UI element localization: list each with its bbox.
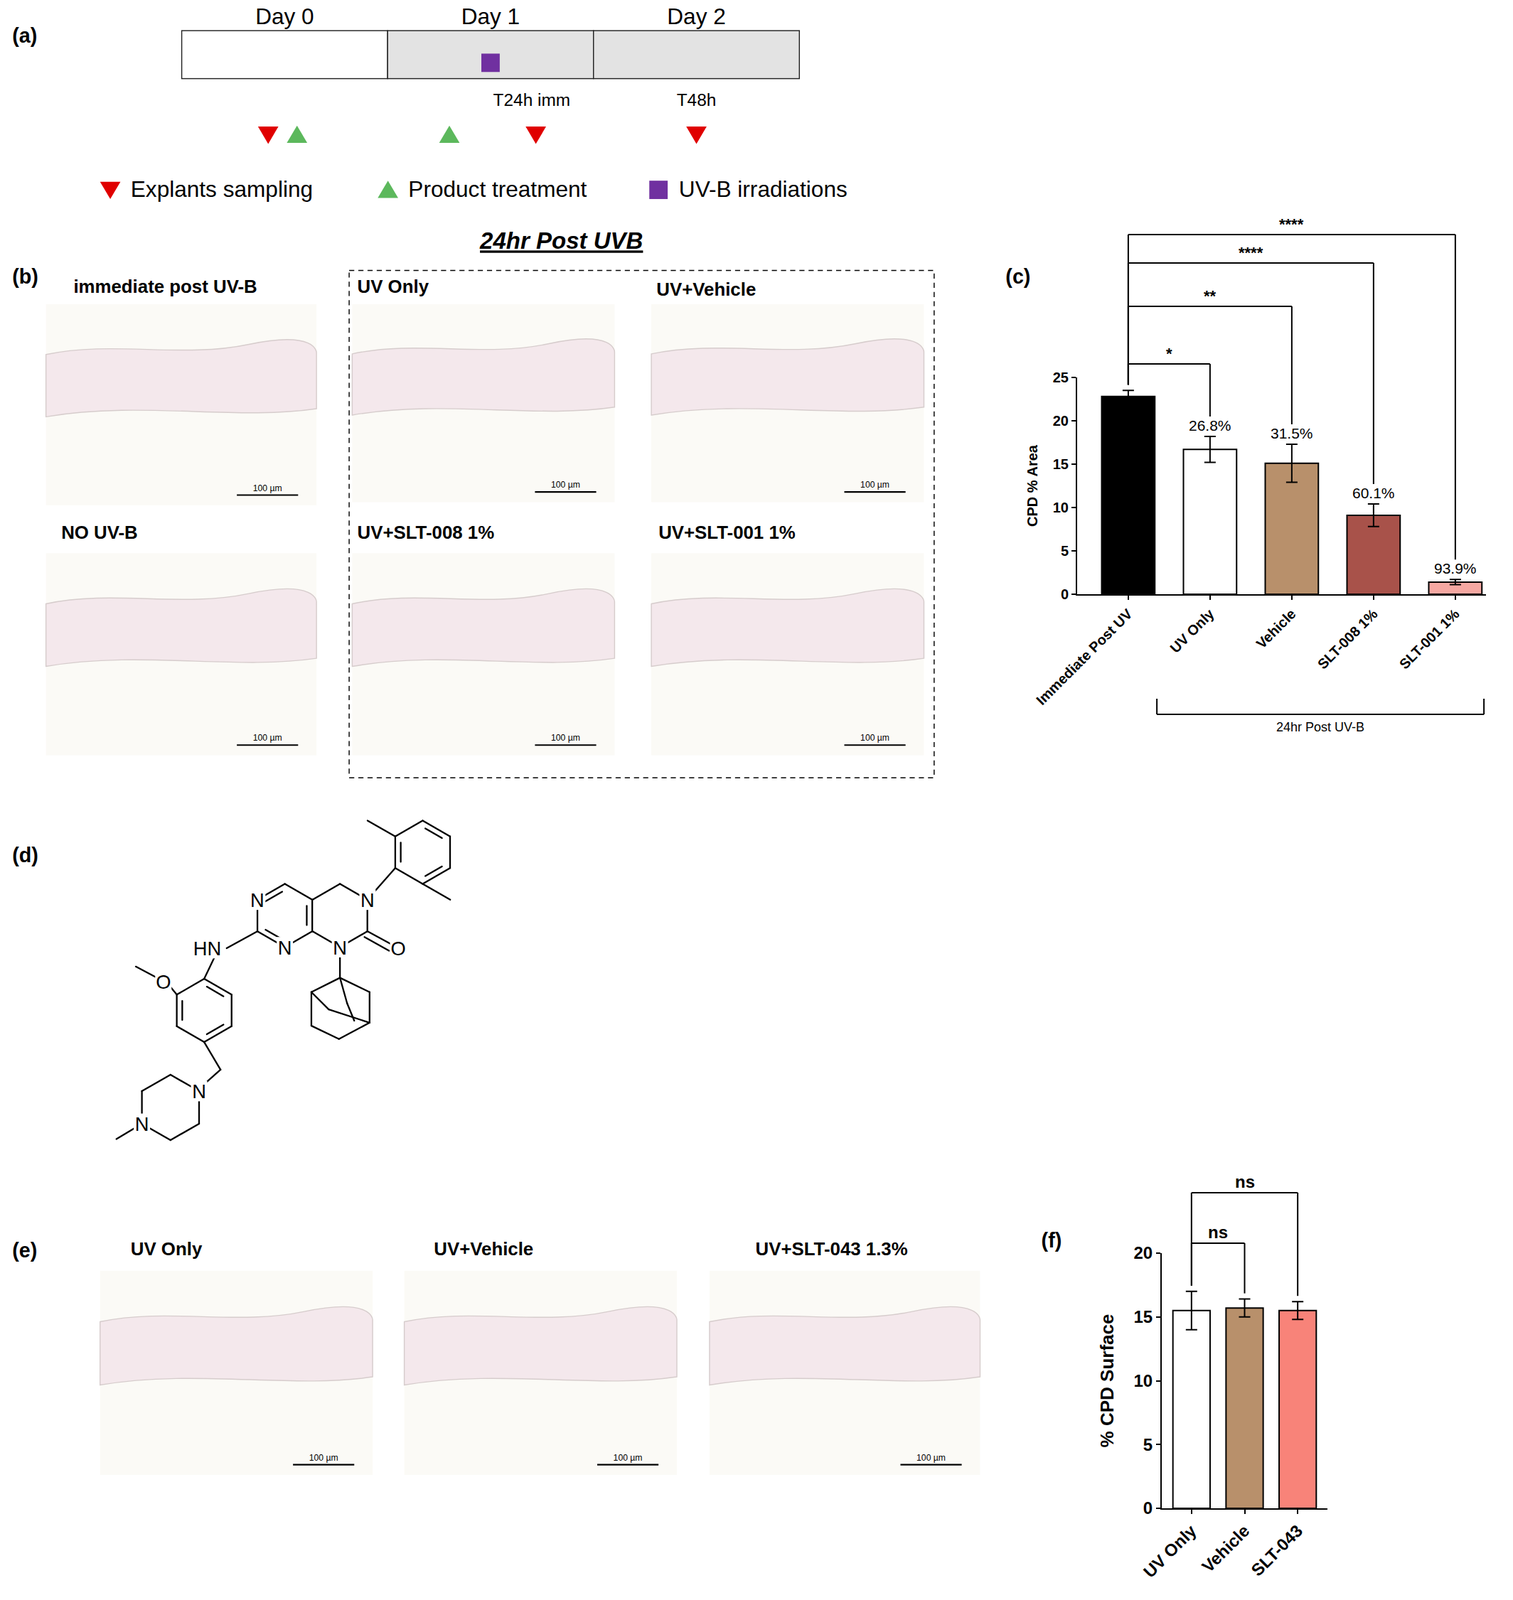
svg-text:**: ** bbox=[1203, 287, 1217, 306]
svg-text:****: **** bbox=[1238, 243, 1264, 262]
svg-text:UV+SLT-008 1%: UV+SLT-008 1% bbox=[357, 522, 495, 543]
svg-text:UV Only: UV Only bbox=[1139, 1520, 1201, 1582]
svg-text:26.8%: 26.8% bbox=[1188, 417, 1232, 434]
svg-text:NO UV-B: NO UV-B bbox=[61, 522, 138, 543]
svg-text:5: 5 bbox=[1060, 543, 1069, 559]
svg-text:Product treatment: Product treatment bbox=[408, 176, 587, 202]
svg-text:15: 15 bbox=[1133, 1307, 1153, 1327]
svg-text:ns: ns bbox=[1207, 1222, 1228, 1243]
svg-text:Vehicle: Vehicle bbox=[1198, 1521, 1254, 1577]
svg-text:(a): (a) bbox=[12, 24, 37, 47]
svg-text:N: N bbox=[250, 889, 265, 912]
svg-text:N: N bbox=[360, 889, 375, 912]
svg-text:UV+Vehicle: UV+Vehicle bbox=[656, 279, 756, 300]
svg-text:(d): (d) bbox=[12, 843, 39, 867]
svg-text:100 µm: 100 µm bbox=[551, 479, 581, 490]
svg-text:*: * bbox=[1166, 344, 1173, 363]
svg-text:20: 20 bbox=[1133, 1243, 1153, 1263]
svg-text:31.5%: 31.5% bbox=[1270, 425, 1314, 442]
svg-text:100 µm: 100 µm bbox=[916, 1453, 946, 1464]
svg-text:UV+Vehicle: UV+Vehicle bbox=[433, 1239, 534, 1260]
svg-text:20: 20 bbox=[1052, 413, 1069, 429]
svg-text:SLT-001 1%: SLT-001 1% bbox=[1396, 605, 1463, 672]
svg-text:T48h: T48h bbox=[676, 90, 717, 110]
svg-text:Vehicle: Vehicle bbox=[1252, 605, 1299, 652]
svg-text:Immediate Post UV: Immediate Post UV bbox=[1033, 605, 1136, 709]
svg-text:10: 10 bbox=[1133, 1371, 1153, 1391]
svg-text:UV Only: UV Only bbox=[357, 276, 430, 297]
svg-text:SLT-008 1%: SLT-008 1% bbox=[1314, 605, 1381, 672]
svg-text:(b): (b) bbox=[12, 265, 39, 288]
svg-text:24hr Post UV-B: 24hr Post UV-B bbox=[1276, 720, 1365, 735]
svg-text:5: 5 bbox=[1143, 1435, 1153, 1455]
svg-text:immediate post UV-B: immediate post UV-B bbox=[73, 276, 257, 297]
svg-text:10: 10 bbox=[1052, 499, 1069, 516]
svg-text:SLT-043: SLT-043 bbox=[1247, 1521, 1307, 1581]
svg-text:UV Only: UV Only bbox=[1166, 605, 1218, 657]
svg-text:N: N bbox=[332, 937, 347, 960]
svg-text:(f): (f) bbox=[1041, 1229, 1063, 1253]
svg-text:CPD % Area: CPD % Area bbox=[1024, 444, 1041, 527]
svg-text:15: 15 bbox=[1052, 456, 1069, 473]
svg-text:UV+SLT-043 1.3%: UV+SLT-043 1.3% bbox=[755, 1239, 908, 1260]
svg-text:100 µm: 100 µm bbox=[860, 479, 890, 490]
svg-text:O: O bbox=[390, 937, 406, 960]
svg-text:O: O bbox=[155, 971, 171, 994]
svg-text:100 µm: 100 µm bbox=[253, 733, 283, 744]
svg-text:Day 2: Day 2 bbox=[666, 4, 726, 30]
svg-text:UV-B irradiations: UV-B irradiations bbox=[679, 176, 848, 202]
svg-text:N: N bbox=[277, 937, 293, 960]
svg-text:100 µm: 100 µm bbox=[309, 1453, 339, 1464]
svg-text:(c): (c) bbox=[1005, 265, 1031, 288]
svg-text:24hr Post UVB: 24hr Post UVB bbox=[479, 227, 643, 254]
svg-text:% CPD Surface: % CPD Surface bbox=[1096, 1314, 1118, 1449]
svg-text:HN: HN bbox=[193, 937, 222, 960]
svg-text:100 µm: 100 µm bbox=[860, 733, 890, 744]
svg-text:ns: ns bbox=[1235, 1172, 1255, 1192]
svg-text:100 µm: 100 µm bbox=[613, 1453, 643, 1464]
svg-text:25: 25 bbox=[1052, 369, 1069, 386]
svg-text:(e): (e) bbox=[12, 1239, 37, 1263]
svg-text:Explants sampling: Explants sampling bbox=[130, 176, 313, 202]
svg-text:UV Only: UV Only bbox=[130, 1239, 203, 1260]
svg-text:100 µm: 100 µm bbox=[253, 483, 283, 494]
svg-text:100 µm: 100 µm bbox=[551, 733, 581, 744]
svg-text:0: 0 bbox=[1060, 586, 1069, 603]
svg-text:UV+SLT-001 1%: UV+SLT-001 1% bbox=[658, 522, 796, 543]
svg-text:Day 1: Day 1 bbox=[461, 4, 521, 30]
svg-text:N: N bbox=[191, 1080, 207, 1103]
svg-text:60.1%: 60.1% bbox=[1352, 484, 1395, 502]
svg-text:****: **** bbox=[1279, 215, 1304, 234]
svg-text:T24h imm: T24h imm bbox=[493, 90, 571, 110]
svg-text:0: 0 bbox=[1143, 1498, 1153, 1518]
svg-text:Day 0: Day 0 bbox=[255, 4, 315, 30]
svg-text:93.9%: 93.9% bbox=[1434, 560, 1477, 577]
svg-text:N: N bbox=[135, 1113, 150, 1136]
